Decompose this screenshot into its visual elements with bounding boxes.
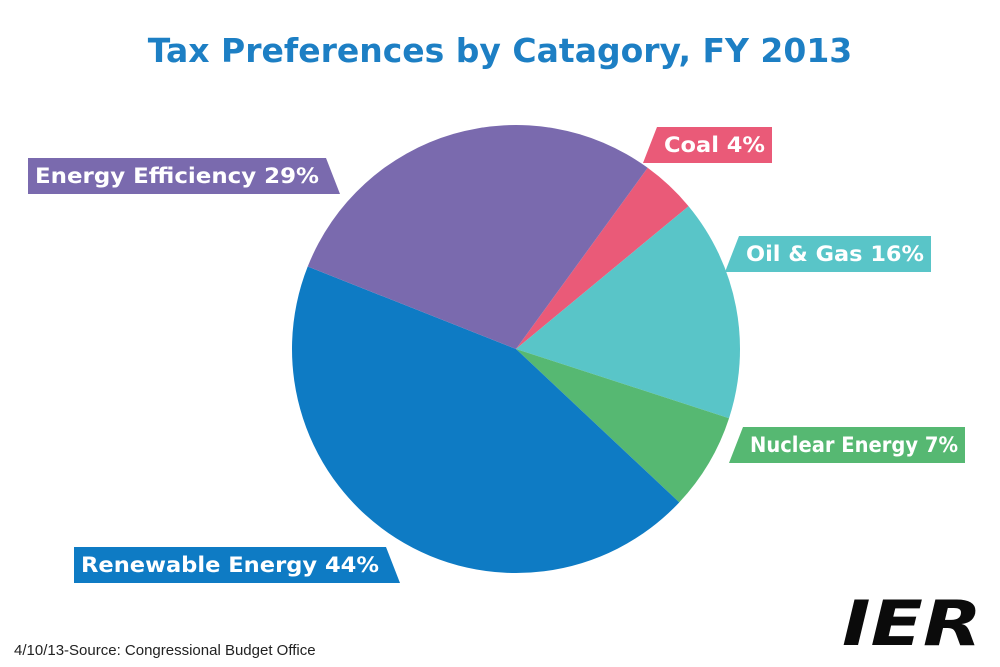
pie-slice-oil-gas: [516, 206, 741, 419]
slice-labels: Coal 4% Oil & Gas 16% Nuclear Energy 7% Ren…: [28, 127, 965, 583]
pie-slice-renewable-energy: [291, 266, 680, 574]
slice-label-nuclear-energy: Nuclear Energy 7%: [729, 427, 965, 463]
slice-label-coal: Coal 4%: [643, 127, 772, 163]
slice-label-renewable-energy: Renewable Energy 44%: [74, 547, 400, 583]
label-tail: [729, 427, 743, 463]
label-tail: [725, 236, 739, 272]
pie-slice-coal: [516, 167, 689, 349]
label-text: Oil & Gas 16%: [746, 242, 924, 266]
label-box: [28, 158, 326, 194]
label-text: Nuclear Energy 7%: [750, 433, 958, 457]
label-text: Energy Efficiency 29%: [35, 164, 319, 188]
logo-text: IER: [842, 587, 982, 660]
slice-label-energy-efficiency: Energy Efficiency 29%: [28, 158, 340, 194]
label-box: [74, 547, 386, 583]
source-note: 4/10/13-Source: Congressional Budget Off…: [14, 642, 316, 659]
pie-slice-energy-efficiency: [307, 125, 648, 349]
label-tail: [643, 127, 657, 163]
label-tail: [386, 547, 400, 583]
chart-title: Tax Preferences by Catagory, FY 2013: [148, 31, 853, 70]
label-box: [657, 127, 772, 163]
ier-logo: IER: [842, 587, 982, 660]
slice-label-oil-gas: Oil & Gas 16%: [725, 236, 931, 272]
label-text: Renewable Energy 44%: [81, 553, 379, 577]
pie-slice-nuclear-energy: [516, 349, 730, 503]
label-box: [743, 427, 965, 463]
pie-chart: [291, 125, 741, 574]
label-text: Coal 4%: [664, 133, 765, 157]
label-box: [739, 236, 931, 272]
label-tail: [326, 158, 340, 194]
